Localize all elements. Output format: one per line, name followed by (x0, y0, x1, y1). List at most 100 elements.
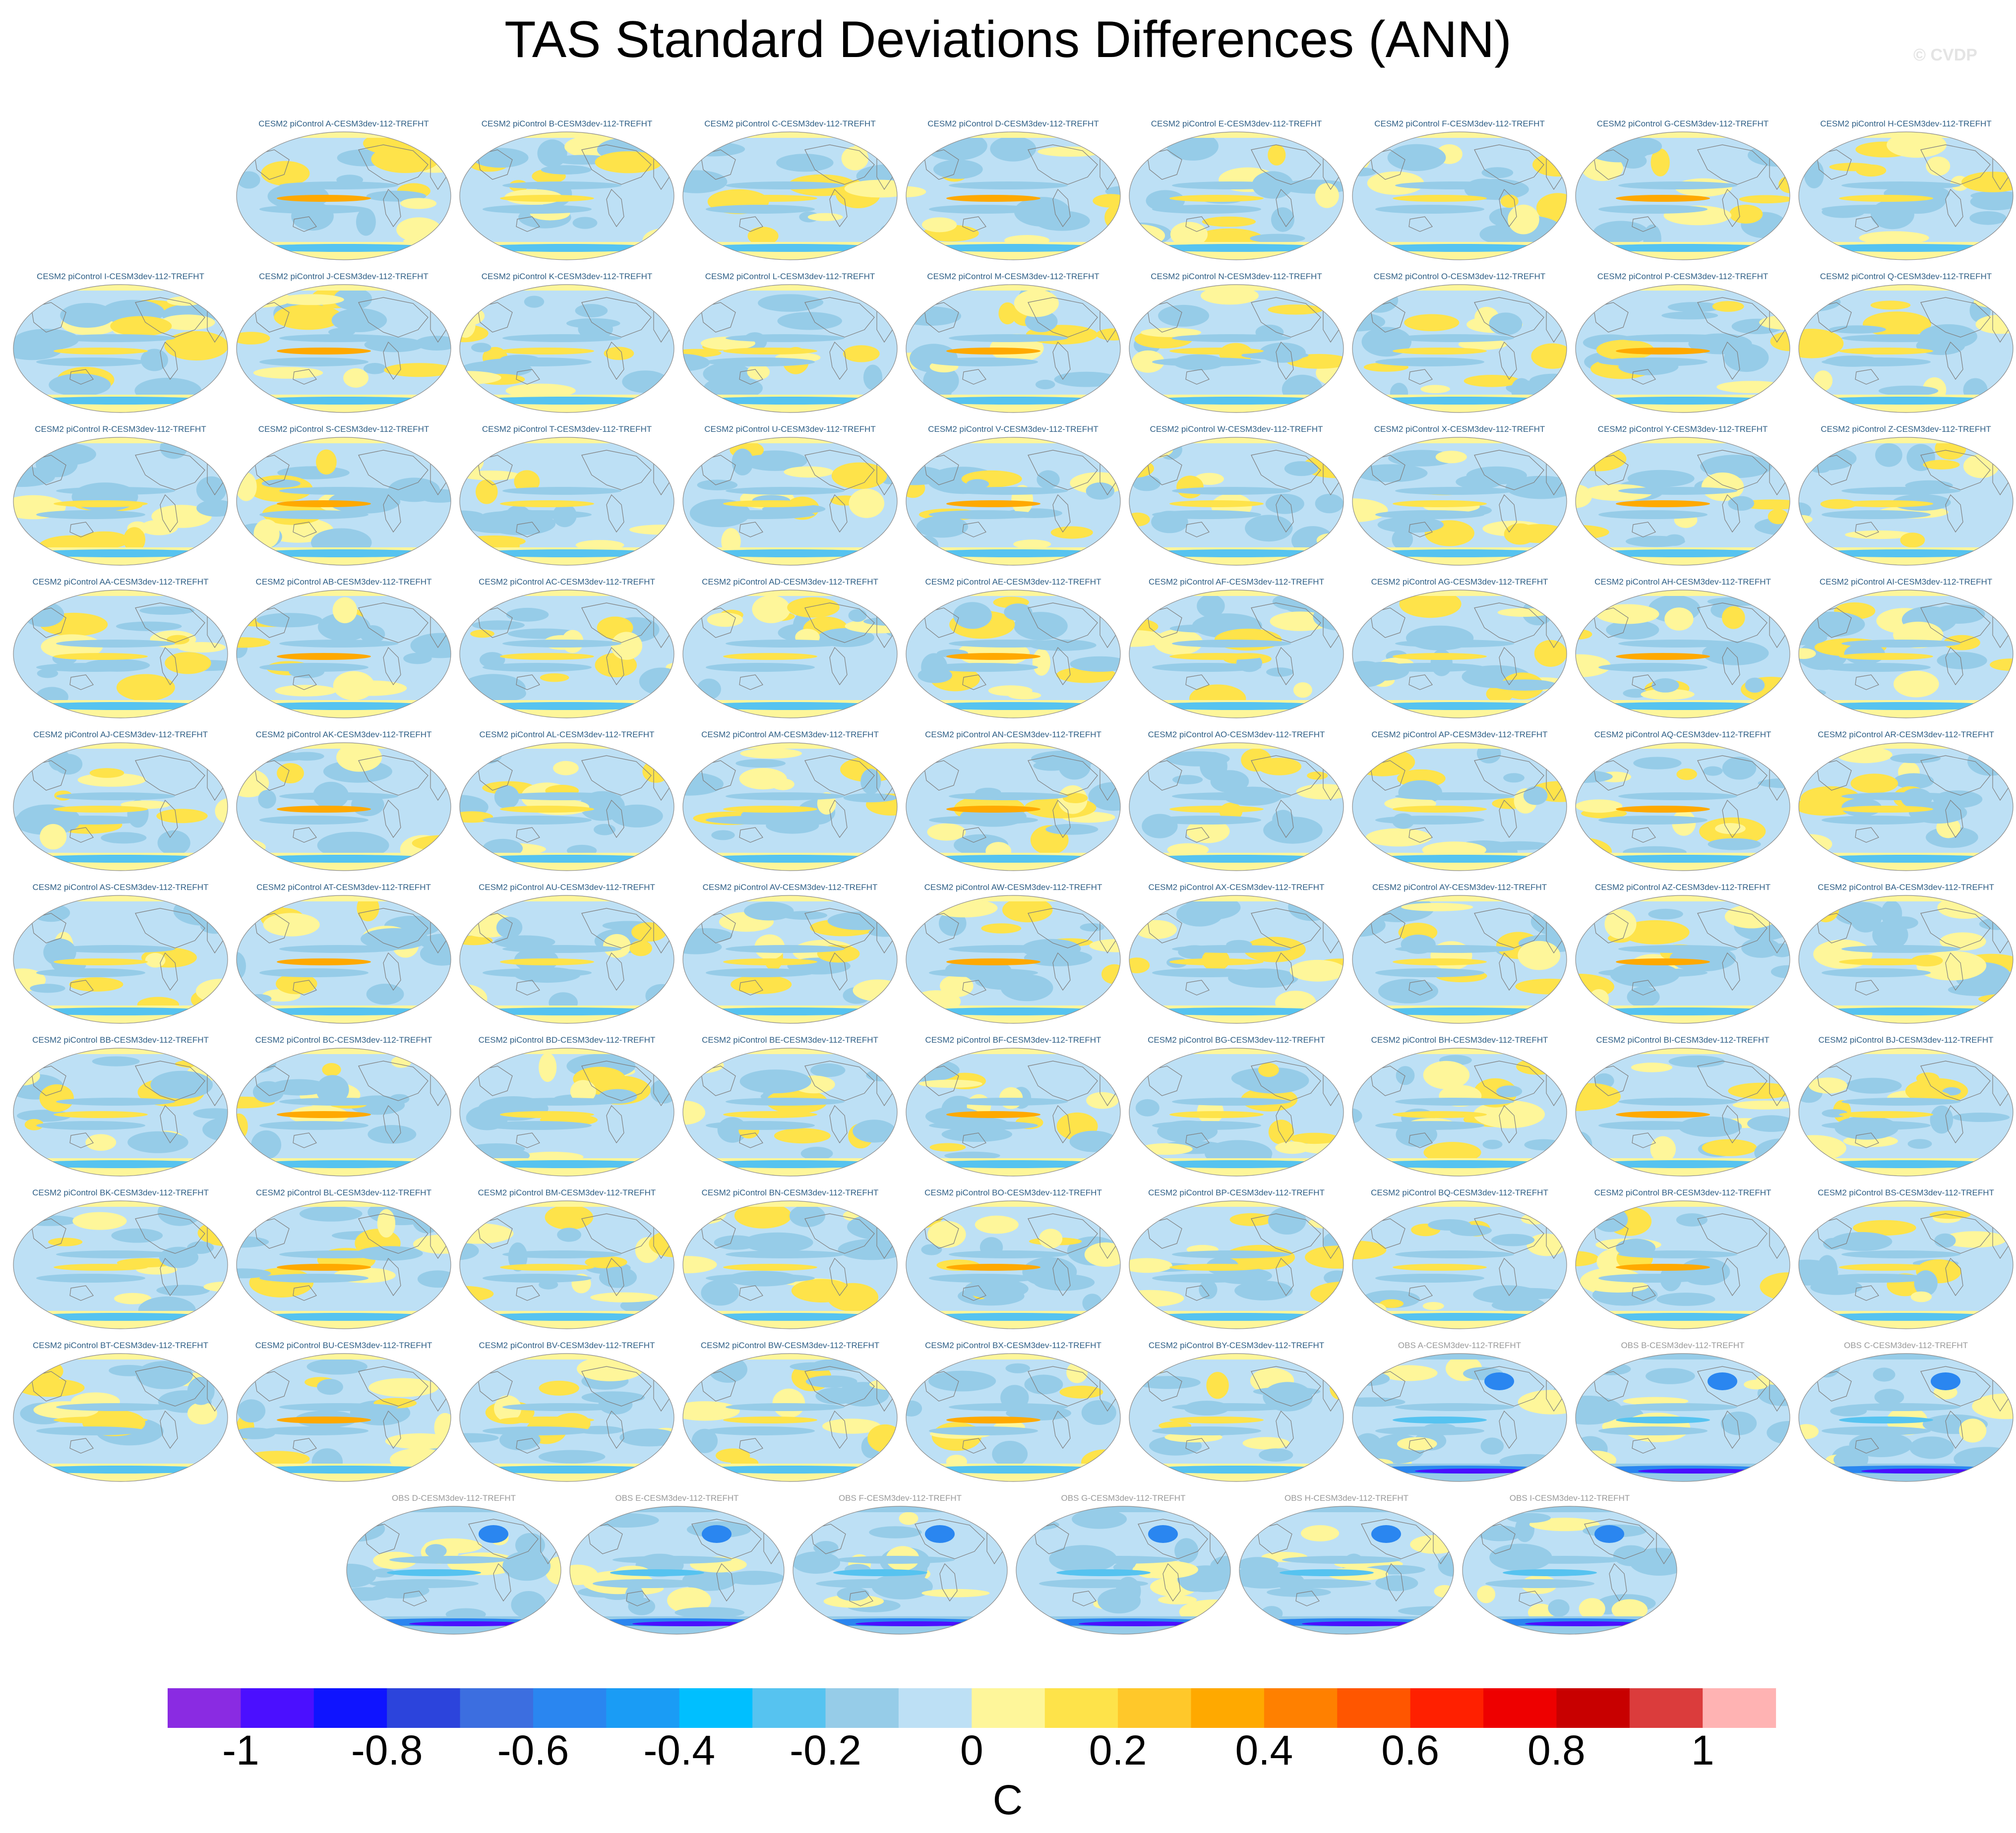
map-panel-title: CESM2 piControl BV-CESM3dev-112-TREFHT (479, 1341, 655, 1350)
robinson-map (236, 742, 451, 871)
map-panel-title: OBS C-CESM3dev-112-TREFHT (1843, 1341, 1968, 1350)
colorbar-swatch (387, 1688, 461, 1728)
robinson-map (1798, 1048, 2014, 1177)
map-panel: CESM2 piControl AZ-CESM3dev-112-TREFHT (1571, 883, 1794, 1026)
colorbar-tick-label: 0.8 (1527, 1727, 1586, 1774)
robinson-map (906, 284, 1121, 413)
map-panel-title: CESM2 piControl K-CESM3dev-112-TREFHT (481, 272, 653, 281)
map-panel: CESM2 piControl M-CESM3dev-112-TREFHT (902, 272, 1125, 415)
map-panel: CESM2 piControl R-CESM3dev-112-TREFHT (9, 424, 232, 568)
robinson-map (236, 284, 451, 413)
map-panel-title: CESM2 piControl T-CESM3dev-112-TREFHT (482, 424, 652, 434)
robinson-map (906, 1048, 1121, 1177)
map-panel-title: CESM2 piControl AW-CESM3dev-112-TREFHT (924, 883, 1102, 892)
map-panel: CESM2 piControl BK-CESM3dev-112-TREFHT (9, 1188, 232, 1332)
map-panel: CESM2 piControl BL-CESM3dev-112-TREFHT (232, 1188, 455, 1332)
robinson-map (1129, 1353, 1344, 1482)
robinson-map (13, 1200, 228, 1329)
colorbar-tick-label: 1 (1691, 1727, 1714, 1774)
map-panel: CESM2 piControl Z-CESM3dev-112-TREFHT (1794, 424, 2016, 568)
map-panel: CESM2 piControl D-CESM3dev-112-TREFHT (902, 119, 1125, 263)
colorbar-swatch (1556, 1688, 1630, 1728)
map-panel: CESM2 piControl AW-CESM3dev-112-TREFHT (902, 883, 1125, 1026)
map-panel-title: CESM2 piControl AP-CESM3dev-112-TREFHT (1371, 730, 1548, 739)
robinson-map (1352, 1200, 1567, 1329)
robinson-map (1129, 284, 1344, 413)
map-panel-title: CESM2 piControl BN-CESM3dev-112-TREFHT (701, 1188, 879, 1197)
colorbar-swatch (1410, 1688, 1484, 1728)
map-panel-title: OBS I-CESM3dev-112-TREFHT (1509, 1493, 1630, 1503)
colorbar-swatch (1118, 1688, 1191, 1728)
map-panel: CESM2 piControl AF-CESM3dev-112-TREFHT (1125, 577, 1348, 721)
map-panel: CESM2 piControl AB-CESM3dev-112-TREFHT (232, 577, 455, 721)
colorbar-tick-label: -0.2 (790, 1727, 861, 1774)
colorbar-swatch (1191, 1688, 1265, 1728)
map-panel-title: CESM2 piControl H-CESM3dev-112-TREFHT (1820, 119, 1992, 128)
map-panel-title: CESM2 piControl BB-CESM3dev-112-TREFHT (32, 1035, 209, 1045)
colorbar-swatch (1483, 1688, 1557, 1728)
colorbar-swatch (460, 1688, 534, 1728)
map-panel-title: CESM2 piControl L-CESM3dev-112-TREFHT (705, 272, 875, 281)
map-panel-title: CESM2 piControl O-CESM3dev-112-TREFHT (1373, 272, 1546, 281)
robinson-map (236, 131, 451, 260)
map-panel-title: CESM2 piControl AR-CESM3dev-112-TREFHT (1818, 730, 1994, 739)
map-panel: CESM2 piControl AQ-CESM3dev-112-TREFHT (1571, 730, 1794, 874)
robinson-map (1798, 590, 2014, 718)
robinson-map (459, 590, 674, 718)
map-panel: CESM2 piControl F-CESM3dev-112-TREFHT (1348, 119, 1571, 263)
colorbar-swatch (825, 1688, 899, 1728)
map-panel: CESM2 piControl AY-CESM3dev-112-TREFHT (1348, 883, 1571, 1026)
robinson-map (1575, 1200, 1790, 1329)
map-panel-title: CESM2 piControl BR-CESM3dev-112-TREFHT (1594, 1188, 1772, 1197)
map-panel-title: CESM2 piControl AN-CESM3dev-112-TREFHT (925, 730, 1101, 739)
map-panel: CESM2 piControl V-CESM3dev-112-TREFHT (902, 424, 1125, 568)
robinson-map (1575, 284, 1790, 413)
map-panel: CESM2 piControl AA-CESM3dev-112-TREFHT (9, 577, 232, 721)
map-panel-title: CESM2 piControl W-CESM3dev-112-TREFHT (1150, 424, 1323, 434)
map-panel: CESM2 piControl E-CESM3dev-112-TREFHT (1125, 119, 1348, 263)
map-panel: CESM2 piControl W-CESM3dev-112-TREFHT (1125, 424, 1348, 568)
map-panel: CESM2 piControl BV-CESM3dev-112-TREFHT (455, 1341, 678, 1484)
map-panel: CESM2 piControl BM-CESM3dev-112-TREFHT (455, 1188, 678, 1332)
map-panel-title: CESM2 piControl AB-CESM3dev-112-TREFHT (255, 577, 432, 587)
map-panel-title: CESM2 piControl BH-CESM3dev-112-TREFHT (1371, 1035, 1548, 1045)
colorbar-swatch (533, 1688, 607, 1728)
map-panel-title: CESM2 piControl AI-CESM3dev-112-TREFHT (1819, 577, 1993, 587)
map-panel-title: CESM2 piControl BD-CESM3dev-112-TREFHT (478, 1035, 656, 1045)
map-panel-title: CESM2 piControl BA-CESM3dev-112-TREFHT (1818, 883, 1994, 892)
map-panel-title: CESM2 piControl X-CESM3dev-112-TREFHT (1374, 424, 1545, 434)
robinson-map (236, 590, 451, 718)
map-panel-title: CESM2 piControl J-CESM3dev-112-TREFHT (259, 272, 428, 281)
map-panel-title: CESM2 piControl AJ-CESM3dev-112-TREFHT (33, 730, 208, 739)
colorbar-tick-label: -0.4 (643, 1727, 716, 1774)
colorbar-swatch (1044, 1688, 1118, 1728)
map-panel: CESM2 piControl AV-CESM3dev-112-TREFHT (678, 883, 902, 1026)
map-panel-title: CESM2 piControl BP-CESM3dev-112-TREFHT (1148, 1188, 1325, 1197)
map-panel: CESM2 piControl BR-CESM3dev-112-TREFHT (1571, 1188, 1794, 1332)
map-panel: CESM2 piControl AX-CESM3dev-112-TREFHT (1125, 883, 1348, 1026)
map-panel: CESM2 piControl BI-CESM3dev-112-TREFHT (1571, 1035, 1794, 1179)
map-panel: OBS G-CESM3dev-112-TREFHT (1012, 1493, 1235, 1637)
robinson-map (459, 437, 674, 566)
map-panel: CESM2 piControl BJ-CESM3dev-112-TREFHT (1794, 1035, 2016, 1179)
map-panel-title: CESM2 piControl A-CESM3dev-112-TREFHT (258, 119, 429, 128)
map-panel-title: CESM2 piControl R-CESM3dev-112-TREFHT (35, 424, 206, 434)
map-panel: CESM2 piControl BN-CESM3dev-112-TREFHT (678, 1188, 902, 1332)
map-panel-title: CESM2 piControl AE-CESM3dev-112-TREFHT (925, 577, 1101, 587)
robinson-map (1798, 437, 2014, 566)
robinson-map (236, 1048, 451, 1177)
colorbar-swatch (1337, 1688, 1411, 1728)
colorbar-unit-label: C (992, 1776, 1023, 1823)
robinson-map (1129, 742, 1344, 871)
map-panel: CESM2 piControl P-CESM3dev-112-TREFHT (1571, 272, 1794, 415)
map-panel-title: OBS E-CESM3dev-112-TREFHT (615, 1493, 739, 1503)
map-panel-title: OBS G-CESM3dev-112-TREFHT (1061, 1493, 1186, 1503)
map-panel: CESM2 piControl AT-CESM3dev-112-TREFHT (232, 883, 455, 1026)
robinson-map (1352, 1048, 1567, 1177)
map-panel-title: CESM2 piControl BS-CESM3dev-112-TREFHT (1818, 1188, 1994, 1197)
robinson-map (682, 284, 898, 413)
colorbar-tick-label: -0.8 (351, 1727, 423, 1774)
map-panel-title: CESM2 piControl BT-CESM3dev-112-TREFHT (33, 1341, 208, 1350)
colorbar-swatch (679, 1688, 753, 1728)
robinson-map (13, 590, 228, 718)
